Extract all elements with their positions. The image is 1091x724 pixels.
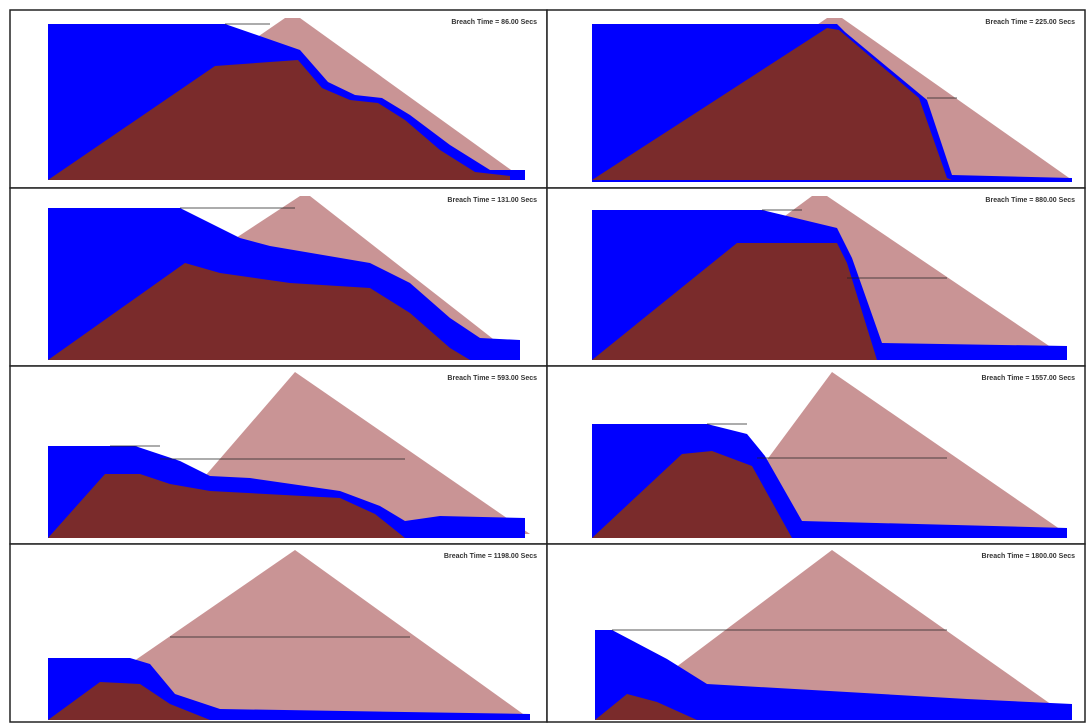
breach-time-label: Breach Time = 86.00 Secs [451, 19, 537, 26]
breach-time-label: Breach Time = 880.00 Secs [985, 197, 1075, 204]
panel: Breach Time = 880.00 Secs [547, 188, 1085, 366]
breach-time-label: Breach Time = 593.00 Secs [447, 375, 537, 382]
panel: Breach Time = 225.00 Secs [547, 10, 1085, 188]
panel: Breach Time = 86.00 Secs [10, 10, 547, 188]
breach-figure: Breach Time = 86.00 Secs Breach Time = 22… [0, 0, 1091, 724]
panel: Breach Time = 1800.00 Secs [547, 544, 1085, 722]
panel: Breach Time = 1557.00 Secs [547, 366, 1085, 544]
breach-time-label: Breach Time = 225.00 Secs [985, 19, 1075, 26]
panel: Breach Time = 1198.00 Secs [10, 544, 547, 722]
breach-time-label: Breach Time = 1800.00 Secs [982, 553, 1076, 560]
breach-time-label: Breach Time = 1557.00 Secs [982, 375, 1076, 382]
breach-time-label: Breach Time = 1198.00 Secs [444, 553, 537, 560]
panel: Breach Time = 593.00 Secs [10, 366, 547, 544]
page: Breach Time = 86.00 Secs Breach Time = 22… [0, 0, 1091, 724]
panel: Breach Time = 131.00 Secs [10, 188, 547, 366]
breach-time-label: Breach Time = 131.00 Secs [447, 197, 537, 204]
